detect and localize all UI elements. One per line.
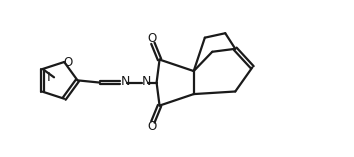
Text: I: I: [47, 71, 51, 84]
Text: O: O: [63, 56, 73, 69]
Text: O: O: [148, 120, 157, 133]
Text: N: N: [142, 75, 151, 88]
Text: O: O: [148, 32, 157, 45]
Text: N: N: [120, 75, 130, 88]
